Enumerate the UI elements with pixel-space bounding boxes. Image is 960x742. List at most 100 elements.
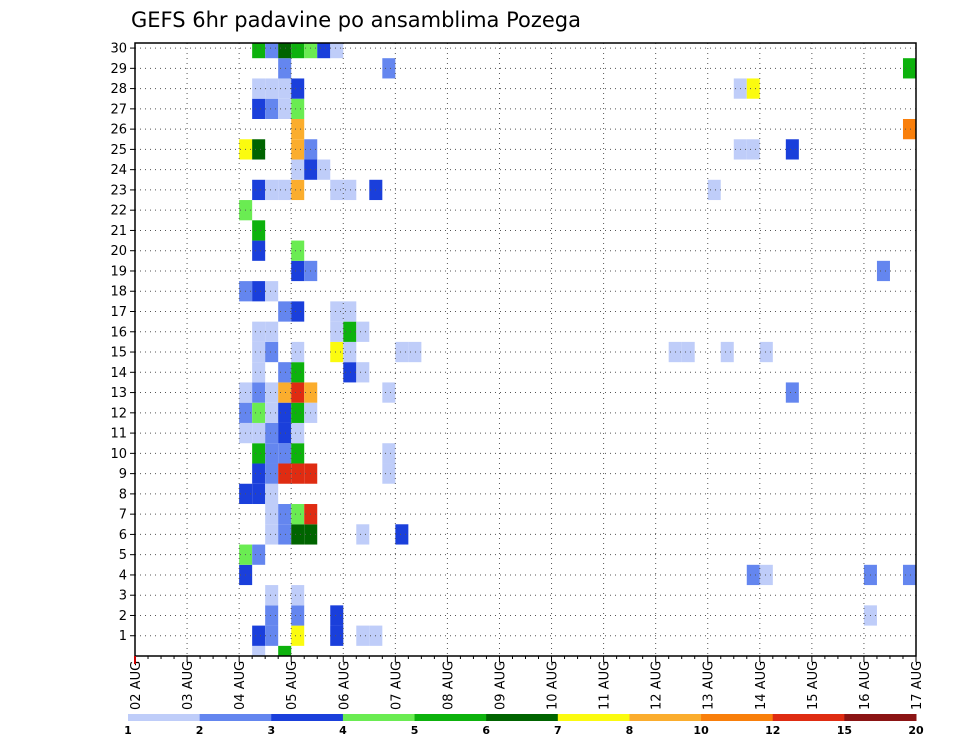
heatmap-cell — [265, 382, 279, 403]
heatmap-cell — [330, 321, 344, 342]
heatmap-cell — [278, 504, 292, 525]
heatmap-cell — [876, 260, 890, 282]
heatmap-cell — [330, 625, 344, 646]
heatmap-cell — [356, 625, 370, 646]
y-tick-label: 10 — [110, 447, 127, 462]
heatmap-cell — [265, 524, 279, 545]
heatmap-cell — [291, 260, 305, 282]
heatmap-cell — [278, 43, 292, 59]
x-tick-label: 11 AUG — [598, 661, 613, 710]
x-tick-label: 04 AUG — [233, 661, 248, 710]
heatmap-cell — [252, 463, 266, 484]
y-tick-label: 24 — [110, 163, 127, 178]
heatmap-cell — [291, 159, 305, 180]
heatmap-cell — [330, 605, 344, 626]
heatmap-cell — [252, 179, 266, 201]
x-tick-label: 16 AUG — [858, 661, 873, 710]
chart-title: GEFS 6hr padavine po ansamblima Pozega — [131, 8, 581, 32]
heatmap-cell — [707, 179, 721, 201]
colorbar-swatch — [414, 714, 487, 721]
heatmap-cell — [278, 463, 292, 484]
heatmap-cell — [343, 321, 357, 342]
heatmap-cell — [408, 341, 422, 363]
heatmap-cell — [278, 78, 292, 99]
y-tick-label: 11 — [110, 427, 127, 442]
heatmap-cell — [252, 402, 266, 423]
heatmap-cell — [252, 78, 266, 99]
heatmap-cell — [252, 341, 266, 363]
heatmap-cell — [278, 645, 292, 656]
heatmap-cell — [265, 483, 279, 505]
heatmap-cell — [252, 422, 266, 444]
heatmap-cell — [291, 463, 305, 484]
heatmap-cell — [265, 504, 279, 525]
x-tick-label: 14 AUG — [754, 661, 769, 710]
colorbar-swatch — [486, 714, 559, 721]
heatmap-cell — [317, 159, 331, 180]
heatmap-cell — [252, 98, 266, 119]
heatmap-cell — [902, 58, 916, 79]
y-tick-label: 5 — [119, 548, 127, 563]
colorbar-tick-label: 5 — [411, 724, 419, 737]
heatmap-cell — [902, 564, 916, 586]
heatmap-cell — [785, 382, 799, 403]
heatmap-cell — [278, 58, 292, 79]
heatmap-cell — [291, 585, 305, 606]
y-tick-label: 7 — [119, 508, 127, 523]
x-tick-label: 08 AUG — [441, 661, 456, 710]
heatmap-cells — [239, 43, 916, 656]
y-tick-label: 22 — [110, 204, 127, 219]
y-tick-label: 16 — [110, 325, 127, 340]
heatmap-cell — [252, 625, 266, 646]
x-tick-label: 12 AUG — [650, 661, 665, 710]
heatmap-cell — [291, 78, 305, 99]
heatmap-cell — [265, 463, 279, 484]
grid — [135, 43, 916, 656]
heatmap-cell — [720, 341, 734, 363]
colorbar-tick-label: 15 — [837, 724, 852, 737]
y-tick-label: 9 — [119, 467, 127, 482]
heatmap-cell — [382, 382, 396, 403]
heatmap-cell — [902, 118, 916, 140]
heatmap-cell — [252, 220, 266, 241]
heatmap-cell — [681, 341, 695, 363]
colorbar-tick-label: 4 — [339, 724, 347, 737]
heatmap-cell — [252, 281, 266, 302]
heatmap-cell — [252, 321, 266, 342]
heatmap-cell — [278, 402, 292, 423]
x-tick-label: 09 AUG — [493, 661, 508, 710]
colorbar-tick-label: 10 — [693, 724, 709, 737]
y-tick-label: 30 — [110, 42, 127, 57]
heatmap-cell — [252, 483, 266, 505]
heatmap-cell — [343, 179, 357, 201]
heatmap-cell — [291, 118, 305, 140]
colorbar-tick-label: 1 — [124, 724, 132, 737]
heatmap-cell — [252, 544, 266, 565]
heatmap-cell — [330, 179, 344, 201]
heatmap-cell — [291, 301, 305, 322]
heatmap-cell — [252, 240, 266, 261]
y-tick-label: 29 — [110, 62, 127, 77]
heatmap-cell — [356, 362, 370, 383]
colorbar-tick-label: 7 — [554, 724, 562, 737]
heatmap-cell — [265, 585, 279, 606]
heatmap-cell — [265, 605, 279, 626]
x-tick-label: 15 AUG — [806, 661, 821, 710]
colorbar-tick-label: 12 — [765, 724, 780, 737]
heatmap-cell — [291, 139, 305, 160]
x-tick-label: 02 AUG — [129, 661, 144, 710]
heatmap-cell — [291, 524, 305, 545]
y-tick-label: 1 — [119, 629, 127, 644]
x-tick-label: 06 AUG — [337, 661, 352, 710]
y-tick-label: 21 — [110, 224, 127, 239]
y-tick-label: 20 — [110, 244, 127, 259]
heatmap-cell — [382, 443, 396, 464]
heatmap-cell — [278, 524, 292, 545]
colorbar-swatch — [557, 714, 630, 721]
heatmap-cell — [278, 443, 292, 464]
y-tick-label: 17 — [110, 305, 127, 320]
heatmap-cell — [252, 43, 266, 59]
y-tick-label: 4 — [119, 568, 127, 583]
x-tick-label: 05 AUG — [285, 661, 300, 710]
heatmap-cell — [291, 179, 305, 201]
